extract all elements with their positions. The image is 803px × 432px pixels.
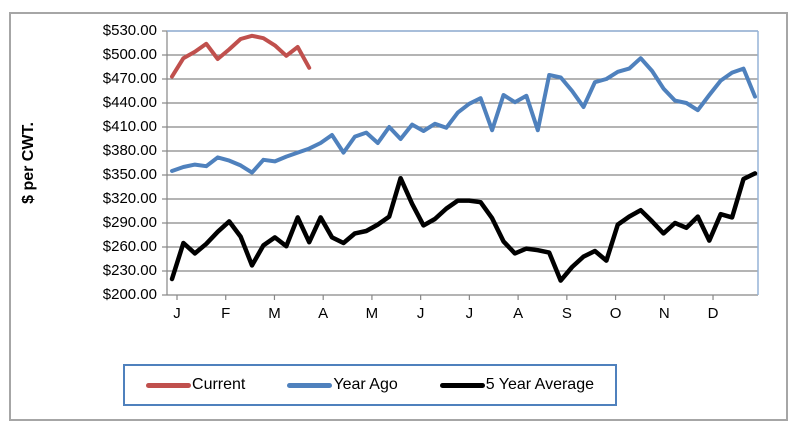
x-tick-label: M <box>268 305 281 322</box>
legend-item-year-ago: Year Ago <box>287 376 398 394</box>
x-tick-label: A <box>513 305 524 322</box>
legend-label-year-ago: Year Ago <box>333 376 398 393</box>
x-tick-label: N <box>658 305 670 322</box>
x-tick-label: J <box>465 305 474 322</box>
y-tick-label: $530.00 <box>102 22 157 39</box>
x-tick-label: D <box>707 305 719 322</box>
y-tick-label: $470.00 <box>102 70 157 87</box>
x-tick-label: F <box>221 305 231 322</box>
y-tick-label: $500.00 <box>102 46 157 63</box>
y-tick-label: $410.00 <box>102 118 157 135</box>
y-tick-label: $440.00 <box>102 94 157 111</box>
legend-item-current: Current <box>146 376 245 394</box>
legend: Current Year Ago 5 Year Average <box>123 364 617 406</box>
y-tick-label: $200.00 <box>102 286 157 303</box>
x-tick-label: S <box>561 305 572 322</box>
legend-label-current: Current <box>192 376 246 393</box>
series-line-5-year-average <box>169 171 758 283</box>
y-tick-label: $290.00 <box>102 214 157 231</box>
series-line-year-ago <box>170 56 757 175</box>
y-tick-label: $320.00 <box>102 190 157 207</box>
y-tick-label: $380.00 <box>102 142 157 159</box>
y-tick-label: $230.00 <box>102 262 157 279</box>
x-tick-label: A <box>318 305 329 322</box>
x-tick-label: M <box>365 305 379 322</box>
x-tick-label: O <box>609 305 622 322</box>
legend-line-swatch-year-ago <box>287 382 333 388</box>
legend-line-swatch-5-year-average <box>439 382 485 388</box>
x-tick-label: J <box>173 305 181 322</box>
legend-item-5-year-average: 5 Year Average <box>439 376 594 394</box>
x-tick-label: J <box>416 305 425 322</box>
series-line-current <box>170 33 312 79</box>
legend-label-5-year-average: 5 Year Average <box>485 376 594 393</box>
y-tick-label: $260.00 <box>102 238 157 255</box>
legend-line-swatch-current <box>146 382 192 388</box>
y-tick-label: $350.00 <box>102 166 157 183</box>
